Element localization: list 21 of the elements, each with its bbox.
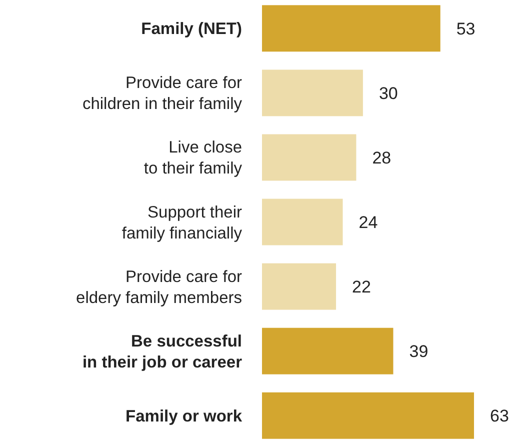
- y-tick-label: Live close to their family: [144, 138, 243, 178]
- bar: [262, 263, 336, 310]
- data-label: 22: [352, 277, 371, 296]
- bar: [262, 198, 343, 246]
- data-label: 53: [456, 19, 476, 38]
- data-label: 28: [372, 148, 392, 168]
- bar: [262, 392, 474, 439]
- data-label: 24: [358, 212, 378, 232]
- data-label: 39: [409, 342, 428, 362]
- y-tick-label: Family or work: [126, 407, 243, 426]
- bar: [262, 328, 394, 374]
- bar: [262, 134, 356, 181]
- bar: [262, 5, 440, 52]
- y-tick-label: Support their family financially: [122, 203, 243, 242]
- data-label: 30: [378, 84, 398, 103]
- data-label: 63: [490, 406, 509, 426]
- bar: [262, 70, 363, 116]
- y-tick-label: Family (NET): [141, 20, 242, 38]
- y-tick-label: Provide care for children in their family: [82, 74, 243, 114]
- y-tick-label: Be successful in their job or career: [82, 332, 243, 372]
- y-tick-label: Provide care for eldery family members: [76, 268, 243, 307]
